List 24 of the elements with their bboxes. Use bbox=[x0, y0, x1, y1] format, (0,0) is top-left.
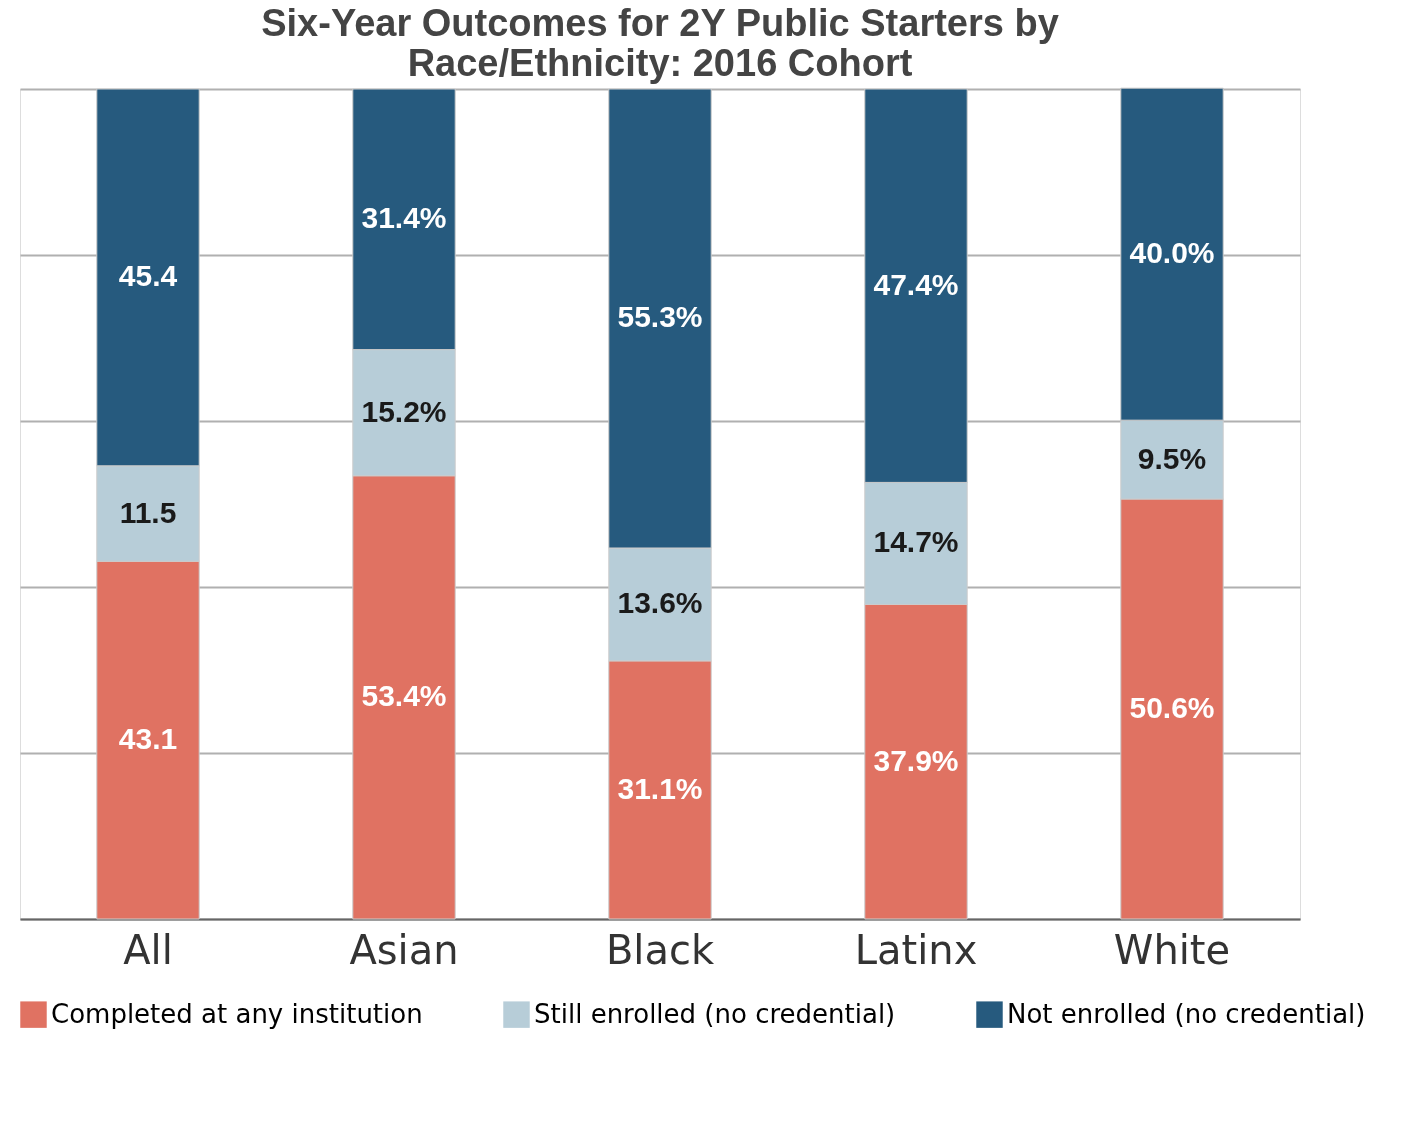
data-label: 55.3% bbox=[617, 300, 703, 334]
data-label: 40.0% bbox=[1129, 236, 1215, 270]
data-label: 9.5% bbox=[1137, 441, 1207, 475]
data-label: 50.6% bbox=[1129, 691, 1215, 725]
x-tick-label: Latinx bbox=[854, 926, 978, 973]
data-label: 13.6% bbox=[617, 586, 703, 620]
data-label: 53.4% bbox=[361, 679, 447, 713]
data-label: 14.7% bbox=[873, 525, 959, 559]
chart-title: Six-Year Outcomes for 2Y Public Starters by Race/Ethnicity: 2016 Cohort bbox=[261, 1, 1059, 84]
x-tick-label: Black bbox=[605, 926, 715, 973]
x-tick-label: Asian bbox=[349, 926, 459, 973]
x-tick-label: White bbox=[1113, 926, 1231, 973]
data-label: 31.4% bbox=[361, 201, 447, 235]
legend-label: Completed at any institution bbox=[51, 998, 423, 1029]
data-label: 11.5 bbox=[119, 495, 177, 529]
data-label: 37.9% bbox=[873, 743, 959, 777]
legend-label: Not enrolled (no credential) bbox=[1007, 998, 1366, 1029]
data-label: 31.1% bbox=[617, 771, 703, 805]
data-label: 45.4 bbox=[118, 259, 178, 293]
x-tick-label: All bbox=[123, 926, 173, 973]
data-label: 15.2% bbox=[361, 394, 447, 428]
data-label: 47.4% bbox=[873, 267, 959, 301]
legend-label: Still enrolled (no credential) bbox=[534, 998, 896, 1029]
data-label: 43.1 bbox=[118, 722, 178, 756]
